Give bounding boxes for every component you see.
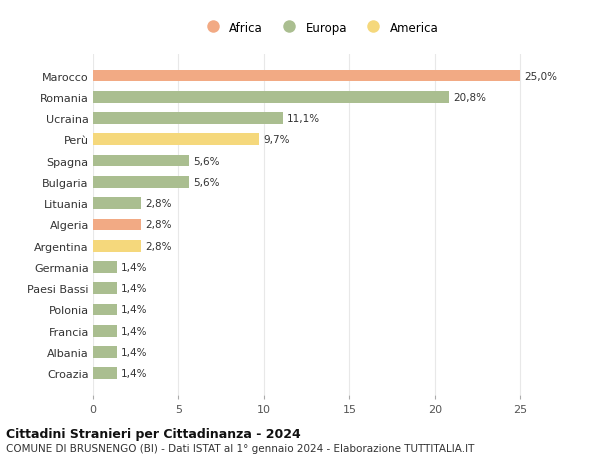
Bar bbox=[93, 92, 449, 103]
Bar bbox=[93, 198, 141, 209]
Text: 5,6%: 5,6% bbox=[193, 178, 220, 187]
Text: 5,6%: 5,6% bbox=[193, 156, 220, 166]
Bar bbox=[93, 325, 117, 337]
Bar bbox=[93, 304, 117, 316]
Bar bbox=[93, 262, 117, 273]
Bar bbox=[93, 368, 117, 379]
Text: 2,8%: 2,8% bbox=[145, 220, 172, 230]
Text: 1,4%: 1,4% bbox=[121, 369, 148, 379]
Text: 1,4%: 1,4% bbox=[121, 347, 148, 357]
Bar bbox=[93, 177, 189, 188]
Bar bbox=[93, 71, 520, 82]
Text: 1,4%: 1,4% bbox=[121, 305, 148, 315]
Bar bbox=[93, 347, 117, 358]
Legend: Africa, Europa, America: Africa, Europa, America bbox=[196, 17, 443, 39]
Text: 20,8%: 20,8% bbox=[453, 93, 486, 102]
Text: 2,8%: 2,8% bbox=[145, 241, 172, 251]
Text: Cittadini Stranieri per Cittadinanza - 2024: Cittadini Stranieri per Cittadinanza - 2… bbox=[6, 427, 301, 440]
Text: 1,4%: 1,4% bbox=[121, 263, 148, 272]
Bar bbox=[93, 134, 259, 146]
Text: 2,8%: 2,8% bbox=[145, 199, 172, 209]
Text: COMUNE DI BRUSNENGO (BI) - Dati ISTAT al 1° gennaio 2024 - Elaborazione TUTTITAL: COMUNE DI BRUSNENGO (BI) - Dati ISTAT al… bbox=[6, 443, 475, 453]
Bar bbox=[93, 219, 141, 231]
Bar bbox=[93, 241, 141, 252]
Bar bbox=[93, 283, 117, 294]
Text: 11,1%: 11,1% bbox=[287, 114, 320, 124]
Bar bbox=[93, 156, 189, 167]
Text: 25,0%: 25,0% bbox=[524, 71, 557, 81]
Text: 9,7%: 9,7% bbox=[263, 135, 290, 145]
Text: 1,4%: 1,4% bbox=[121, 284, 148, 294]
Text: 1,4%: 1,4% bbox=[121, 326, 148, 336]
Bar bbox=[93, 113, 283, 125]
